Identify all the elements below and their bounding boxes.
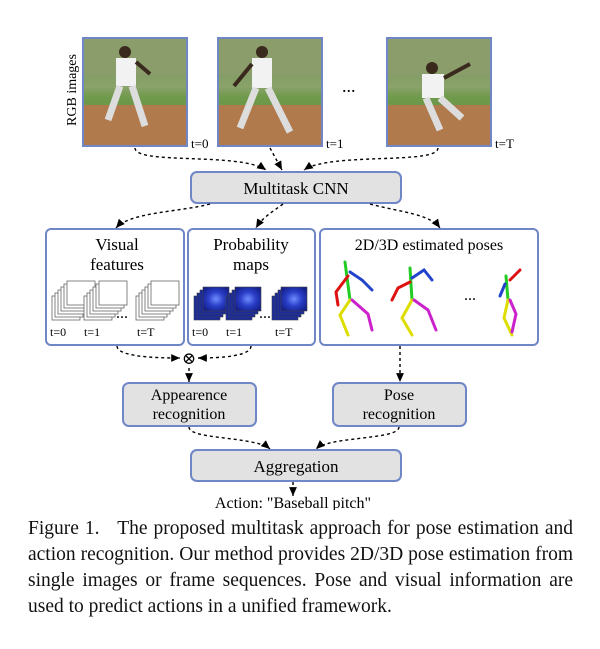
estimated-poses-title: 2D/3D estimated poses (355, 237, 503, 254)
appearance-recognition-line2: recognition (153, 406, 226, 423)
pose-recognition-box: Pose recognition (332, 382, 467, 427)
frame-label-t1: t=1 (326, 136, 343, 151)
combine-symbol: ⊗ (182, 349, 196, 368)
visual-features-label-t0: t=0 (50, 325, 66, 339)
probability-maps-label-t0: t=0 (192, 325, 208, 339)
appearance-recognition-box: Appearence recognition (122, 382, 257, 427)
estimated-poses-panel: 2D/3D estimated poses ... (319, 228, 539, 346)
visual-features-label-t1: t=1 (84, 325, 100, 339)
probability-maps-title-2: maps (233, 255, 269, 274)
frame-image-t0 (82, 37, 188, 147)
pose-recognition-line1: Pose (384, 387, 414, 404)
probability-maps-ellipsis: ... (259, 305, 271, 322)
recognition-to-aggregation-arrows (188, 426, 400, 450)
caption-text: The proposed multitask approach for pose… (28, 518, 573, 617)
frames-ellipsis: ... (342, 76, 356, 96)
frame-label-tT: t=T (495, 136, 514, 151)
poses-ellipsis: ... (464, 287, 476, 304)
probability-maps-label-t1: t=1 (226, 325, 242, 339)
skeleton-1 (334, 260, 374, 337)
frame-image-t1 (217, 37, 323, 147)
visual-features-panel: Visual features ... t=0 t=1 t=T (45, 228, 185, 346)
skeleton-2 (390, 266, 438, 337)
method-diagram: RGB images t=0 t=1 ... t=T (45, 37, 539, 510)
frames-to-cnn-arrows (134, 147, 439, 171)
cnn-to-panels-arrows (115, 203, 441, 229)
appearance-recognition-line1: Appearence (151, 387, 227, 404)
figure-caption: Figure 1. The proposed multitask approac… (28, 516, 573, 620)
probability-maps-panel: Probability maps ... t=0 t=1 t=T (187, 228, 316, 346)
frame-image-tT (386, 37, 492, 147)
probability-maps-label-tT: t=T (275, 325, 293, 339)
visual-features-ellipsis: ... (116, 305, 128, 322)
visual-features-title-2: features (90, 255, 144, 274)
rgb-images-label: RGB images (65, 54, 80, 126)
action-label: Action: "Baseball pitch" (215, 495, 371, 510)
visual-features-title-1: Visual (95, 235, 139, 254)
multitask-cnn-label: Multitask CNN (243, 179, 348, 198)
multitask-cnn-box: Multitask CNN (190, 171, 402, 204)
pose-recognition-line2: recognition (363, 406, 436, 423)
aggregation-label: Aggregation (254, 457, 339, 476)
visual-features-label-tT: t=T (137, 325, 155, 339)
skeleton-3 (498, 268, 522, 337)
caption-label: Figure 1. (28, 518, 100, 539)
feature-combine-arrows (116, 345, 252, 382)
probability-maps-title-1: Probability (213, 235, 289, 254)
aggregation-box: Aggregation (190, 449, 402, 482)
frame-label-t0: t=0 (191, 136, 208, 151)
